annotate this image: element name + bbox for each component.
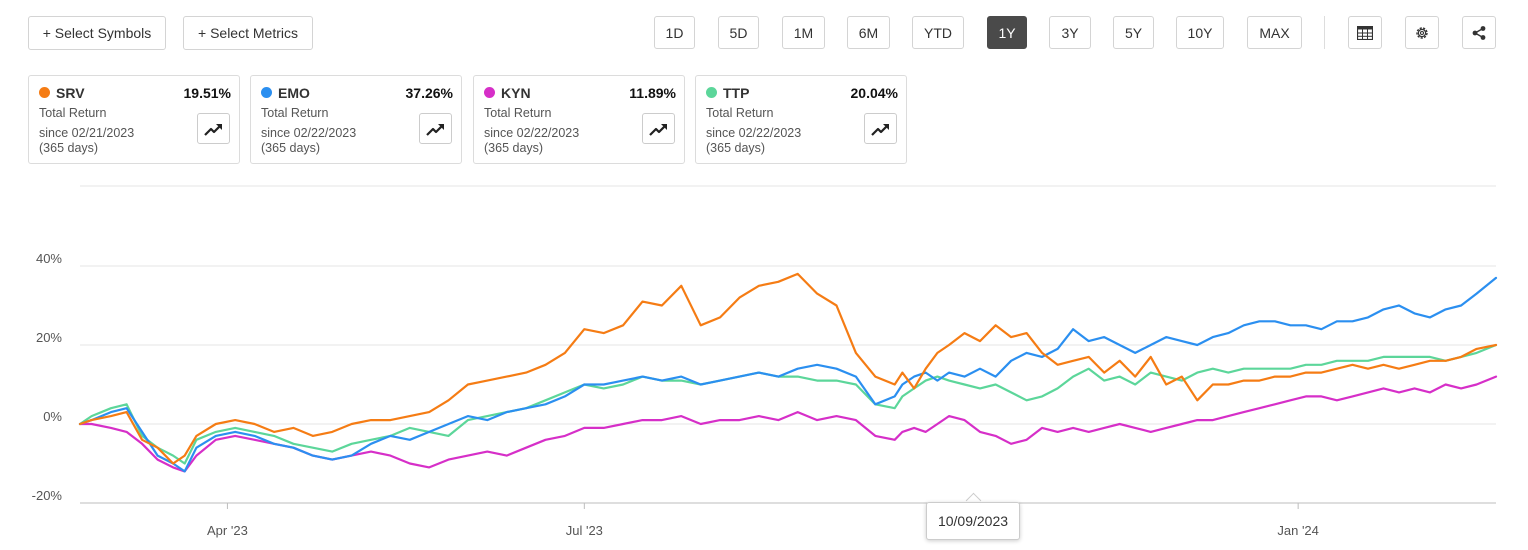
series-line-kyn <box>78 375 1498 473</box>
card-since: since 02/21/2023 <box>39 126 135 140</box>
trending-up-icon <box>870 123 889 136</box>
share-icon <box>1472 25 1486 40</box>
card-symbol: SRV <box>56 85 85 101</box>
ttp-color-dot <box>706 87 717 98</box>
card-days: (365 days) <box>484 141 544 155</box>
series-line-ttp <box>78 343 1498 465</box>
card-symbol: TTP <box>723 85 750 101</box>
card-days: (365 days) <box>261 141 321 155</box>
emo-color-dot <box>261 87 272 98</box>
kyn-color-dot <box>484 87 495 98</box>
symbol-card-ttp[interactable]: TTP 20.04% Total Return since 02/22/2023… <box>695 75 907 164</box>
trend-chart-button[interactable] <box>864 113 897 144</box>
settings-button[interactable] <box>1405 16 1439 49</box>
card-label: Total Return <box>39 106 107 120</box>
y-tick-label: 40% <box>36 251 62 266</box>
y-tick-label: 0% <box>43 409 62 424</box>
x-tick-label: Jul '23 <box>566 523 603 538</box>
range-5d-button[interactable]: 5D <box>718 16 759 49</box>
series-line-srv <box>78 272 1498 465</box>
card-since: since 02/22/2023 <box>706 126 802 140</box>
toolbar-divider <box>1324 16 1325 49</box>
card-label: Total Return <box>706 106 774 120</box>
card-return-value: 11.89% <box>629 85 676 101</box>
series-line-emo <box>78 276 1498 473</box>
trend-chart-button[interactable] <box>642 113 675 144</box>
card-return-value: 37.26% <box>405 85 453 101</box>
card-label: Total Return <box>484 106 552 120</box>
date-tooltip: 10/09/2023 <box>926 502 1020 540</box>
range-10y-button[interactable]: 10Y <box>1176 16 1224 49</box>
range-1d-button[interactable]: 1D <box>654 16 695 49</box>
trending-up-icon <box>648 123 667 136</box>
range-3y-button[interactable]: 3Y <box>1049 16 1091 49</box>
card-days: (365 days) <box>706 141 766 155</box>
x-tick-label: Jan '24 <box>1277 523 1319 538</box>
range-5y-button[interactable]: 5Y <box>1113 16 1154 49</box>
trend-chart-button[interactable] <box>419 113 452 144</box>
y-tick-label: -20% <box>32 488 63 503</box>
range-ytd-button[interactable]: YTD <box>912 16 964 49</box>
symbol-card-kyn[interactable]: KYN 11.89% Total Return since 02/22/2023… <box>473 75 685 164</box>
card-symbol: KYN <box>501 85 531 101</box>
card-label: Total Return <box>261 106 329 120</box>
card-return-value: 19.51% <box>183 85 231 101</box>
y-tick-label: 20% <box>36 330 62 345</box>
table-icon <box>1357 25 1373 40</box>
trending-up-icon <box>203 123 222 136</box>
card-since: since 02/22/2023 <box>484 126 580 140</box>
range-1m-button[interactable]: 1M <box>782 16 825 49</box>
card-since: since 02/22/2023 <box>261 126 357 140</box>
trend-chart-button[interactable] <box>197 113 230 144</box>
range-6m-button[interactable]: 6M <box>847 16 890 49</box>
select-metrics-button[interactable]: + Select Metrics <box>183 16 313 50</box>
card-symbol: EMO <box>278 85 310 101</box>
card-days: (365 days) <box>39 141 99 155</box>
settings-gear-icon <box>1416 26 1428 39</box>
srv-color-dot <box>39 87 50 98</box>
card-return-value: 20.04% <box>850 85 898 101</box>
table-view-button[interactable] <box>1348 16 1382 49</box>
x-tick-label: Apr '23 <box>207 523 248 538</box>
select-symbols-button[interactable]: + Select Symbols <box>28 16 166 50</box>
range-max-button[interactable]: MAX <box>1247 16 1302 49</box>
range-1y-button[interactable]: 1Y <box>987 16 1027 49</box>
symbol-card-emo[interactable]: EMO 37.26% Total Return since 02/22/2023… <box>250 75 462 164</box>
symbol-card-srv[interactable]: SRV 19.51% Total Return since 02/21/2023… <box>28 75 240 164</box>
trending-up-icon <box>425 123 444 136</box>
share-button[interactable] <box>1462 16 1496 49</box>
